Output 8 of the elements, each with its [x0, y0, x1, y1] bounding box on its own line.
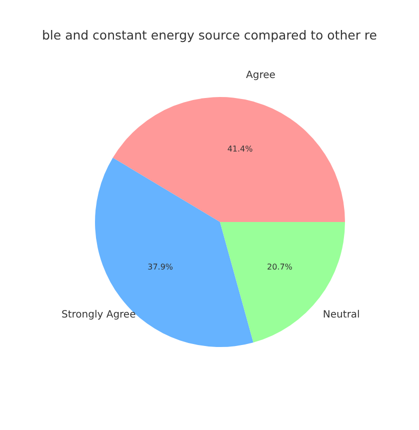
slice-label: Agree: [246, 70, 276, 82]
data-label: 20.7%: [266, 262, 293, 272]
pie-slice: [112, 97, 345, 222]
slice-label: Neutral: [322, 309, 360, 320]
data-label: 41.4%: [227, 144, 254, 154]
chart-title: ble and constant energy source compared to other re: [42, 28, 378, 42]
data-label: 37.9%: [148, 262, 174, 272]
slice-label: Strongly Agree: [62, 309, 136, 320]
